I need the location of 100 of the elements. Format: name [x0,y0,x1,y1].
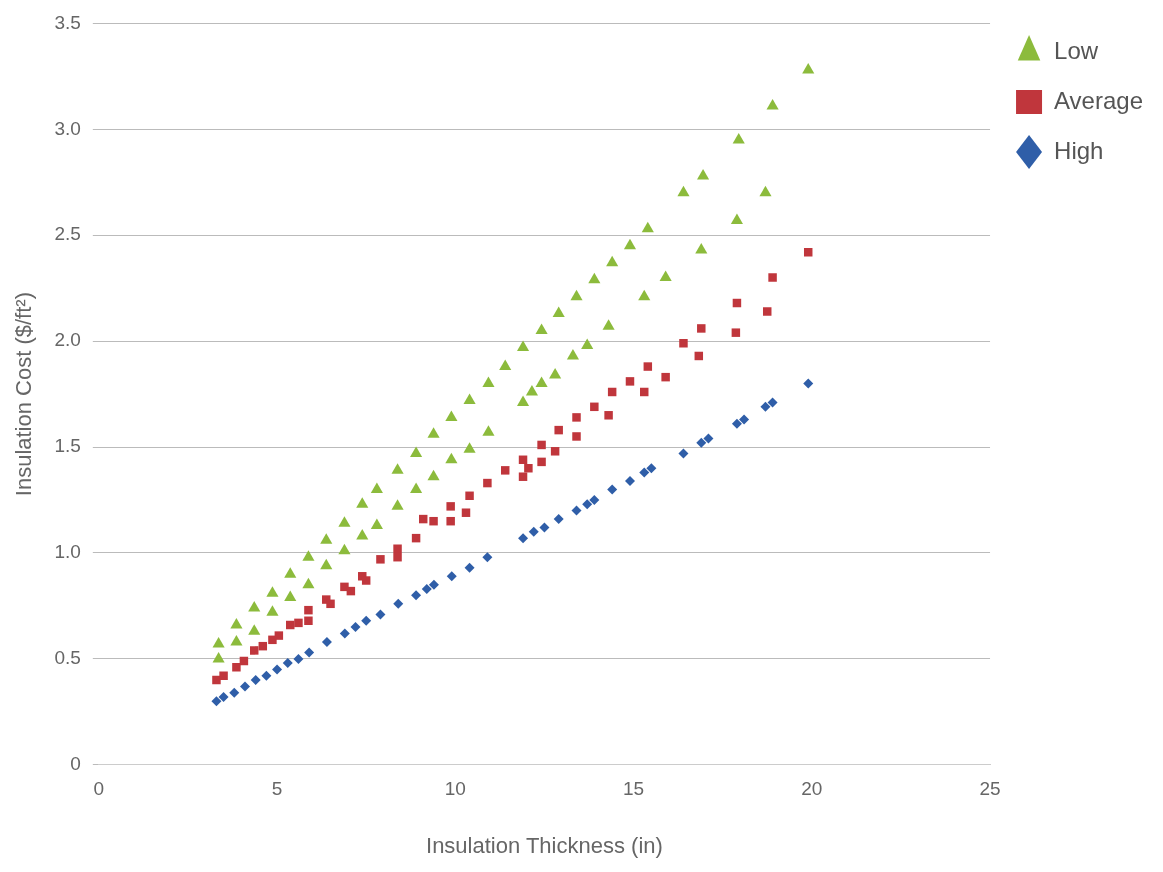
point [571,505,582,516]
point [326,599,335,609]
point [338,516,351,527]
x-tick-label: 15 [622,778,645,800]
point [393,598,404,609]
point [293,653,304,664]
point [535,376,548,388]
point [266,586,279,597]
point [802,63,815,74]
point [482,376,495,388]
point [552,306,565,318]
point [625,377,635,386]
point [361,576,371,585]
point [677,185,690,197]
point [375,609,386,620]
point [429,516,438,526]
y-axis-title: Insulation Cost ($/ft²) [11,292,37,497]
point [643,362,653,371]
point [320,558,333,570]
point [566,348,580,360]
point [356,497,369,508]
point [370,518,383,529]
point [581,338,594,349]
point [528,526,539,537]
point [499,359,512,371]
point [537,440,546,450]
point [304,616,313,625]
point [606,255,619,267]
point [732,132,745,144]
point [589,495,600,506]
point [659,270,672,282]
point [524,464,533,473]
point [446,571,457,582]
point [602,319,615,330]
point [248,601,261,612]
point [553,514,564,525]
point [219,671,228,681]
point [421,583,432,594]
point [762,307,772,316]
point [250,646,259,655]
point [537,457,546,467]
point [464,562,475,573]
point [695,243,708,254]
point [272,664,283,675]
point [446,502,455,511]
point [463,442,476,453]
point [582,499,593,510]
point [465,491,474,501]
point [446,516,455,526]
point [607,484,618,495]
point [284,590,297,601]
point [525,384,539,396]
point [803,378,814,389]
point [410,446,423,457]
point [376,555,385,564]
y-tick-label: 2.0 [54,329,81,351]
point [539,522,550,533]
point [646,463,657,474]
point [554,425,563,435]
point [427,427,440,438]
point [212,651,225,663]
point [696,437,707,448]
y-tick-label: 3.0 [54,117,81,139]
point [759,185,772,197]
y-tick-label: 0 [70,753,81,775]
point [623,238,637,250]
point [768,273,777,282]
y-tick-label: 2.5 [54,223,81,245]
point [731,418,742,429]
point [302,550,315,561]
point [212,637,225,648]
point [572,432,581,441]
legend-label: Low [1054,36,1099,64]
point [370,482,383,493]
point [482,552,493,563]
point [339,628,350,639]
y-tick-label: 0.5 [54,647,81,669]
point [393,552,402,562]
point [261,670,272,681]
point [588,272,601,284]
point [518,533,529,544]
point [482,425,495,436]
point [766,99,779,110]
point [350,622,361,633]
point [518,472,528,481]
point [284,567,297,578]
point [590,402,599,412]
point [483,478,492,488]
point [391,463,404,474]
point [361,615,372,626]
point [516,340,530,351]
point [678,448,689,459]
x-tick-label: 0 [93,778,105,800]
point [427,469,440,481]
point [731,328,741,337]
point [266,605,279,616]
point [356,529,369,540]
point [572,413,581,422]
point [661,372,670,382]
point [463,393,476,404]
